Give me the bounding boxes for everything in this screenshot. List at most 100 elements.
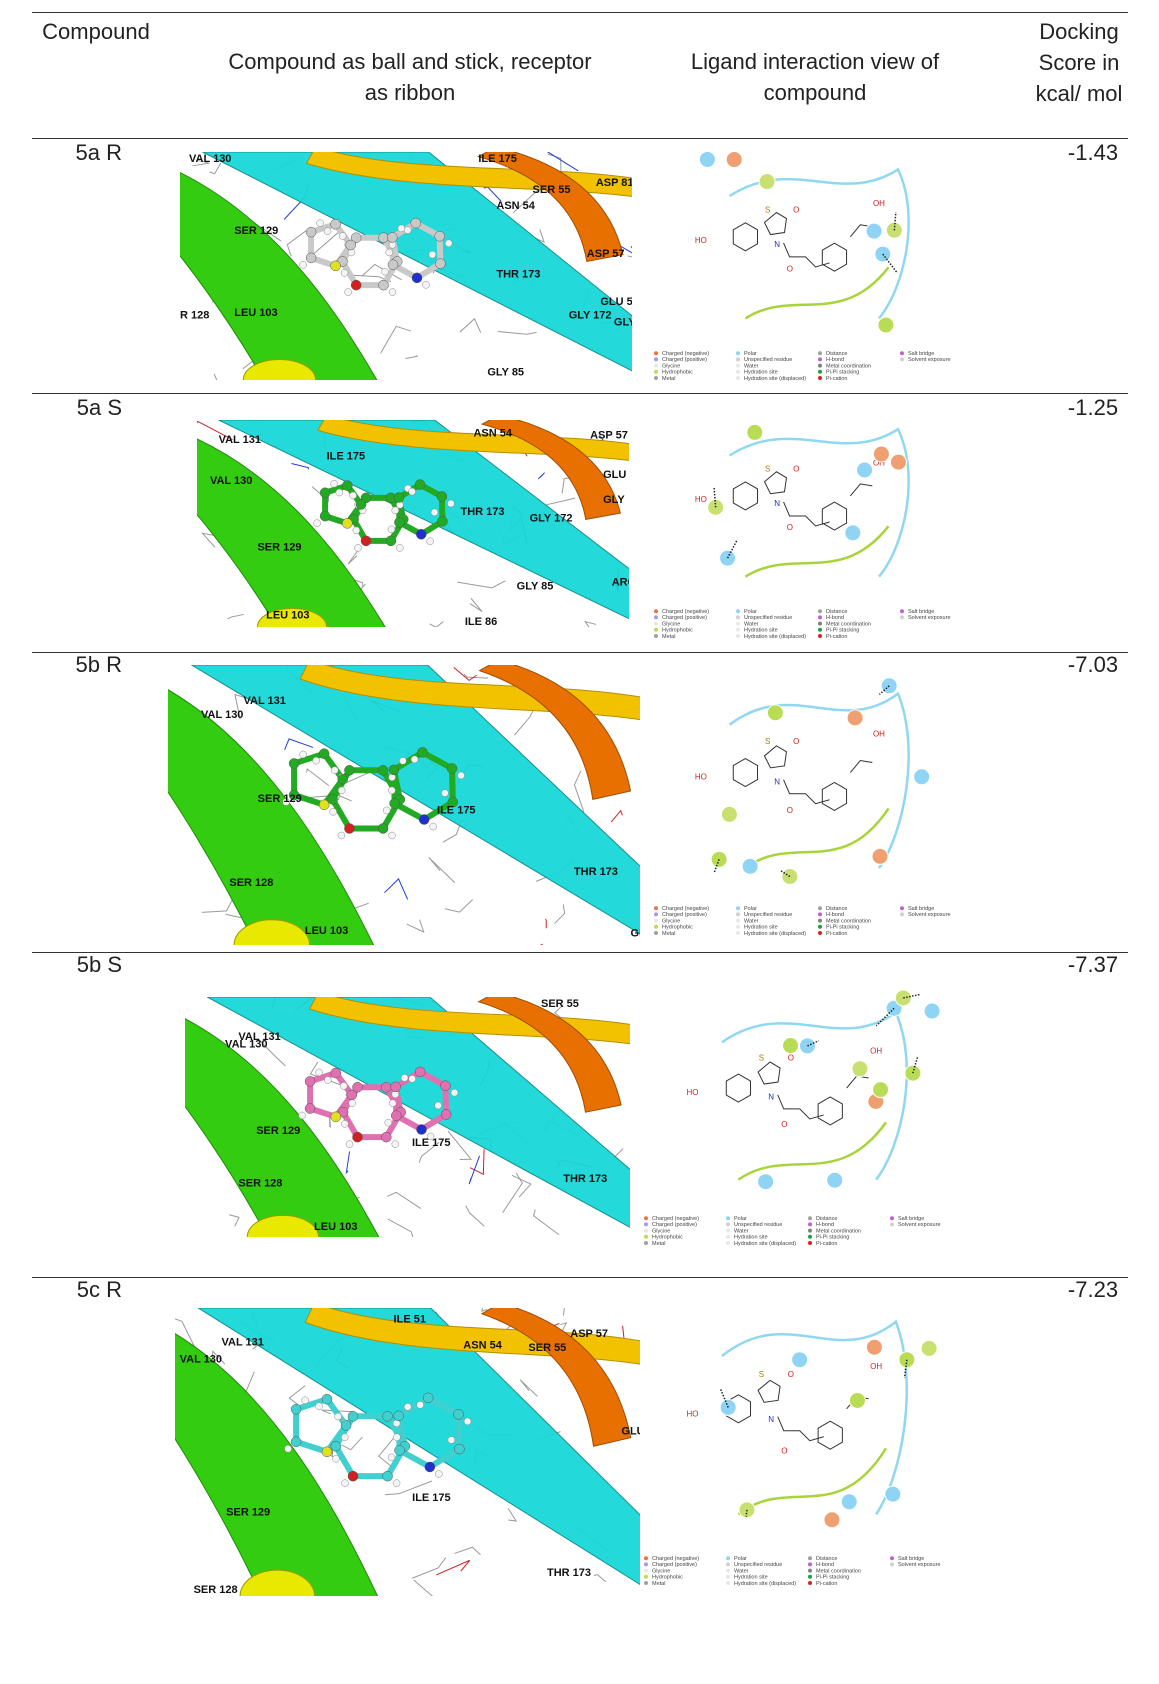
svg-text:Distance: Distance	[826, 906, 847, 912]
cyan-beta-sheet	[202, 152, 632, 372]
svg-text:Polar: Polar	[744, 906, 757, 912]
svg-text:Metal coordination: Metal coordination	[826, 621, 871, 627]
svg-text:Glycine: Glycine	[662, 918, 680, 924]
residue-label: SER 129	[258, 793, 302, 805]
svg-text:H-bond: H-bond	[826, 615, 844, 621]
atom-label: O	[787, 806, 793, 815]
residue-label: LEU 103	[305, 925, 348, 937]
svg-text:Unspecified residue: Unspecified residue	[744, 615, 792, 621]
pocket-outline-hydrophobic	[744, 525, 890, 578]
orange-helix	[478, 665, 632, 801]
svg-text:Charged (negative): Charged (negative)	[652, 1556, 699, 1562]
svg-text:Unspecified residue: Unspecified residue	[734, 1222, 782, 1228]
ligand-2d-structure	[732, 211, 873, 272]
green-beta-sheet	[175, 1333, 379, 1596]
svg-text:Hydration site (displaced): Hydration site (displaced)	[744, 634, 806, 640]
atom-label: O	[788, 1054, 794, 1063]
residue-bubble	[884, 1485, 902, 1503]
svg-text:Pi-Pi stacking: Pi-Pi stacking	[826, 925, 859, 931]
residue-label: LEU 103	[314, 1221, 357, 1233]
residue-label: GLY	[614, 316, 632, 328]
svg-text:Solvent exposure: Solvent exposure	[908, 912, 951, 918]
residue-bubble	[872, 445, 890, 463]
svg-text:Distance: Distance	[826, 609, 847, 615]
svg-text:H-bond: H-bond	[816, 1562, 834, 1568]
residue-bubble	[758, 173, 776, 191]
pocket-outline-hydrophobic	[744, 266, 890, 320]
svg-text:Salt bridge: Salt bridge	[908, 906, 934, 912]
svg-text:Distance: Distance	[816, 1216, 837, 1222]
residue-label: VAL 131	[219, 434, 261, 446]
svg-text:Hydration site (displaced): Hydration site (displaced)	[744, 376, 806, 382]
svg-text:Polar: Polar	[744, 351, 757, 357]
svg-text:Water: Water	[744, 363, 759, 369]
residue-label: ILE 175	[478, 153, 517, 165]
svg-text:Hydration site: Hydration site	[744, 370, 778, 376]
svg-text:Hydrophobic: Hydrophobic	[652, 1235, 683, 1241]
ball-and-stick-view: VAL 131 VAL 130 SER 129 ILE 175 SER 128 THR 1…	[168, 665, 640, 945]
atom-label: HO	[686, 1410, 698, 1419]
svg-text:Hydration site: Hydration site	[744, 925, 778, 931]
svg-text:Hydration site (displaced): Hydration site (displaced)	[734, 1241, 796, 1247]
interaction-legend: Charged (negative)Charged (positive)Glyc…	[644, 1556, 941, 1587]
row-separator	[32, 652, 1128, 653]
svg-text:Salt bridge: Salt bridge	[898, 1556, 924, 1562]
svg-text:Pi-Pi stacking: Pi-Pi stacking	[826, 628, 859, 634]
residue-bubble	[846, 709, 864, 727]
svg-text:Hydrophobic: Hydrophobic	[652, 1575, 683, 1581]
svg-text:Water: Water	[734, 1568, 749, 1574]
residue-label: ILE 51	[394, 1313, 426, 1325]
residue-label: ASP 57	[587, 248, 625, 260]
interaction-line	[878, 685, 890, 695]
svg-text:Glycine: Glycine	[652, 1568, 670, 1574]
svg-text:Pi-cation: Pi-cation	[826, 376, 847, 382]
residue-bubble	[707, 498, 725, 516]
ligand-interaction-diagram: O N S HO OH O Charged (negative) Charged (posit…	[650, 145, 968, 385]
svg-text:Charged (positive): Charged (positive)	[662, 615, 707, 621]
svg-text:Distance: Distance	[816, 1556, 837, 1562]
residue-label: VAL 130	[201, 709, 243, 721]
atom-label: OH	[873, 459, 885, 468]
atom-label: O	[787, 523, 793, 532]
pocket-outline-polar	[728, 167, 910, 320]
residue-label: R 128	[180, 309, 209, 321]
residue-label: SER 128	[229, 877, 273, 889]
cyan-beta-sheet	[197, 1308, 640, 1586]
svg-text:Salt bridge: Salt bridge	[908, 351, 934, 357]
svg-text:Metal coordination: Metal coordination	[816, 1228, 861, 1234]
ligand-ball-and-stick	[313, 479, 455, 552]
svg-text:Charged (negative): Charged (negative)	[662, 906, 709, 912]
atom-label: OH	[870, 1362, 882, 1371]
residue-label: VAL 130	[225, 1038, 267, 1050]
svg-text:Metal: Metal	[662, 634, 675, 640]
residue-label: GLY	[631, 928, 640, 940]
interaction-line	[713, 859, 720, 873]
table-row: 5a S -1.25	[0, 395, 1159, 653]
ligand-ball-and-stick	[282, 747, 465, 840]
atom-label: N	[768, 1415, 774, 1424]
residue-label: VAL 131	[244, 695, 286, 707]
residue-label: GLU 58	[600, 296, 632, 308]
residue-bubble	[798, 1037, 816, 1055]
pocket-outline-hydrophobic	[744, 807, 890, 870]
ligand-interaction-diagram: O N S HO OH O Charged (negative) Charged (posit…	[640, 1290, 968, 1590]
svg-text:Water: Water	[734, 1228, 749, 1234]
docking-score: -7.03	[1067, 652, 1119, 677]
pocket-outline-hydrophobic	[737, 1121, 888, 1181]
ball-and-stick-view: SER 55 VAL 131 VAL 130 SER 129 ILE 175 THR 17…	[185, 997, 630, 1237]
residue-label: GLU	[603, 469, 626, 481]
compound-label: 5c R	[76, 1277, 122, 1302]
pocket-outline-polar	[728, 691, 910, 869]
residue-label: ASN 54	[463, 1339, 502, 1351]
svg-text:Hydrophobic: Hydrophobic	[662, 370, 693, 376]
atom-label: O	[793, 737, 799, 746]
residue-label: GLY 85	[517, 581, 554, 593]
svg-text:Charged (positive): Charged (positive)	[652, 1222, 697, 1228]
residue-label: ASP 57	[570, 1328, 608, 1340]
svg-text:Polar: Polar	[734, 1556, 747, 1562]
residue-bubble	[757, 1173, 775, 1191]
ligand-2d-structure	[732, 471, 873, 531]
svg-text:Pi-cation: Pi-cation	[816, 1581, 837, 1587]
svg-text:Water: Water	[744, 621, 759, 627]
atom-label: S	[765, 737, 770, 746]
